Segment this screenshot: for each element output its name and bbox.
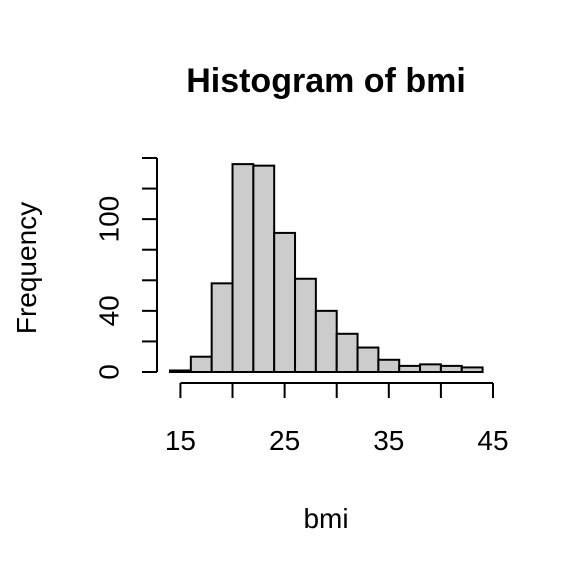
x-tick-label: 25	[269, 425, 300, 456]
histogram-bar	[460, 366, 484, 373]
y-axis: 0 40 100	[94, 157, 158, 380]
y-tick-label: 100	[94, 196, 125, 243]
histogram-bar	[252, 164, 276, 373]
histogram-bar	[419, 363, 442, 374]
histogram-bar	[314, 309, 338, 374]
histogram-bar	[210, 282, 234, 374]
x-axis-label: bmi	[303, 503, 348, 534]
y-axis-label: Frequency	[11, 202, 42, 334]
chart-title: Histogram of bmi	[186, 62, 466, 100]
y-tick-label: 40	[94, 295, 125, 326]
x-tick-label: 35	[373, 425, 404, 456]
histogram-bar	[273, 231, 297, 373]
y-tick-label: 0	[94, 364, 125, 380]
histogram-bar	[231, 163, 255, 373]
x-tick-label: 45	[477, 425, 508, 456]
histogram-bar	[439, 364, 463, 373]
x-axis: 15 25 35 45	[165, 382, 509, 456]
histogram-bar	[356, 346, 380, 373]
histogram-bar	[169, 369, 192, 374]
histogram-bar	[189, 355, 213, 374]
histogram-bar	[335, 332, 359, 373]
histogram-bar	[398, 364, 422, 373]
histogram-bar	[377, 358, 401, 373]
x-tick-label: 15	[165, 425, 196, 456]
histogram-bar	[294, 277, 317, 373]
bars-group	[169, 163, 484, 374]
